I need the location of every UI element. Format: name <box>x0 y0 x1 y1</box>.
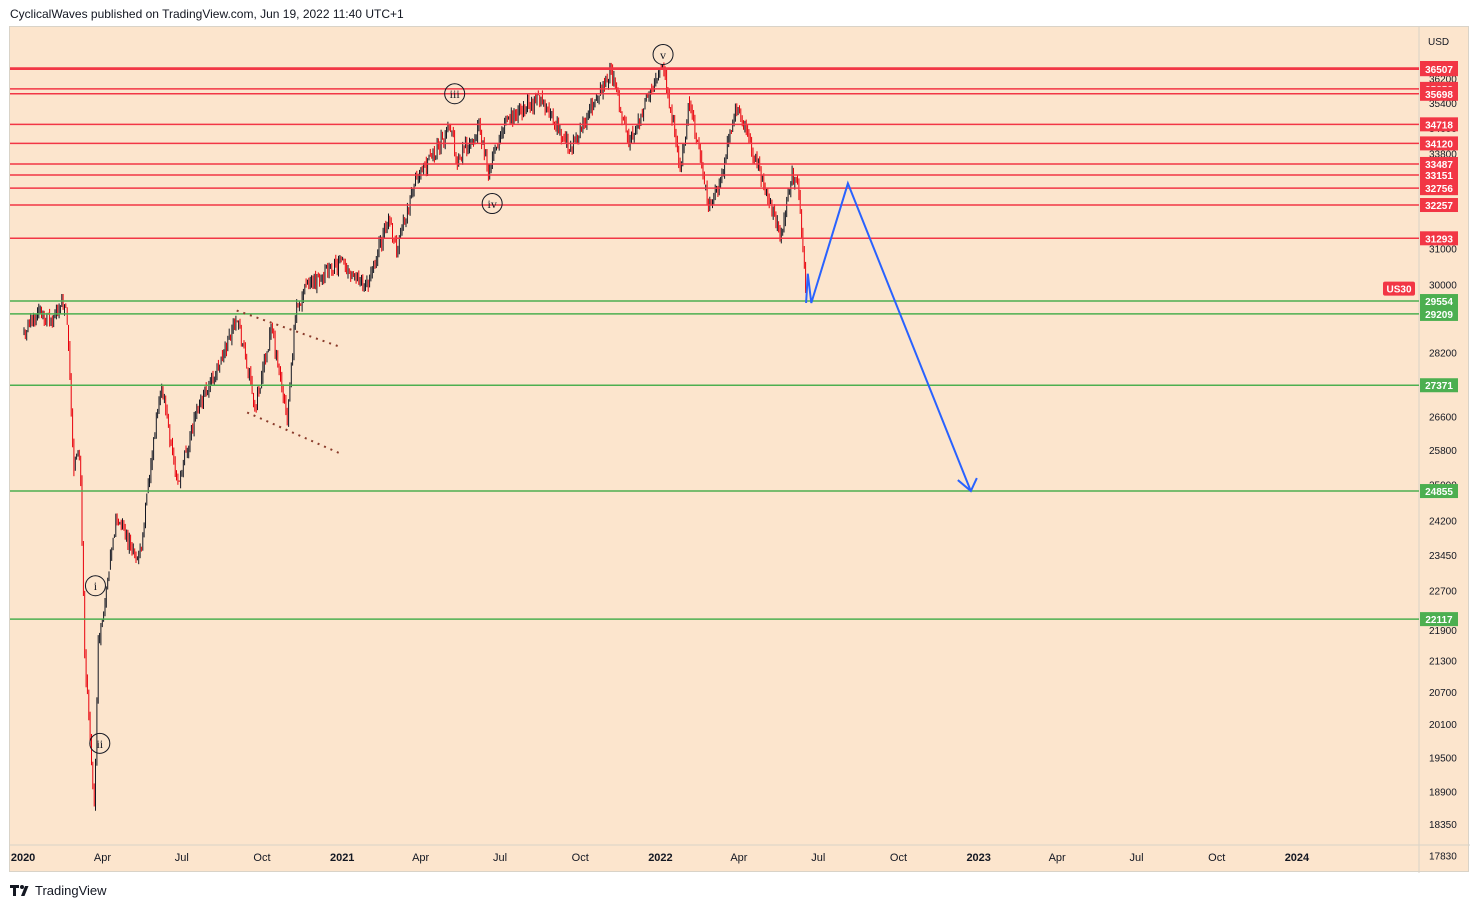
y-tick-label: 21300 <box>1429 656 1457 667</box>
price-level-label: 32257 <box>1425 201 1453 212</box>
x-tick-label: Apr <box>94 852 111 864</box>
x-tick-label: Apr <box>1049 852 1066 864</box>
x-tick-label: Apr <box>730 852 747 864</box>
price-level-box <box>1420 306 1458 321</box>
x-tick-label: 2020 <box>11 852 35 864</box>
y-tick-label: 23450 <box>1429 551 1457 562</box>
price-level-label: 29209 <box>1425 310 1453 321</box>
x-tick-label: Jul <box>1129 852 1143 864</box>
x-tick-label: 2023 <box>966 852 990 864</box>
price-level-label: 29554 <box>1425 297 1453 308</box>
x-tick-label: Jul <box>175 852 189 864</box>
price-level-box <box>1420 62 1458 77</box>
price-level-label: 33151 <box>1425 171 1453 182</box>
y-tick-label: 26600 <box>1429 413 1457 424</box>
price-level-label: 35698 <box>1425 90 1453 101</box>
x-tick-label: 2022 <box>648 852 672 864</box>
price-level-box <box>1420 156 1458 171</box>
price-level-box <box>1420 484 1458 499</box>
price-level-label: 33487 <box>1425 160 1453 171</box>
currency-label: USD <box>1428 37 1449 48</box>
price-level-label: 27371 <box>1425 381 1453 392</box>
wave-label-circle <box>652 43 674 65</box>
projection-arrowhead <box>957 477 978 493</box>
price-level-box <box>1420 294 1458 309</box>
wave-label-circle <box>481 193 503 215</box>
projection-path <box>805 180 972 492</box>
price-level-box <box>1420 198 1458 213</box>
wave-label: iii <box>450 87 461 101</box>
price-level-box <box>1420 168 1458 183</box>
y-tick-label: 28200 <box>1429 349 1457 360</box>
y-tick-label: 24200 <box>1429 516 1457 527</box>
price-level-label: 34718 <box>1425 120 1453 131</box>
x-tick-label: 2021 <box>330 852 354 864</box>
price-level-label: 24855 <box>1425 487 1453 498</box>
levels-group <box>10 67 1419 620</box>
price-level-label: 34120 <box>1425 139 1453 150</box>
wave-label: ii <box>96 737 103 751</box>
price-level-box <box>1420 86 1458 101</box>
y-tick-label: 18900 <box>1429 788 1457 799</box>
x-tick-label: Jul <box>493 852 507 864</box>
price-level-label: 36507 <box>1425 65 1453 76</box>
footer: TradingView <box>10 880 107 900</box>
price-level-box <box>1420 136 1458 151</box>
price-level-box <box>1420 181 1458 196</box>
x-tick-label: Oct <box>253 852 270 864</box>
chart-area[interactable]: iiiiiiivvUSD3620035400346003380031000300… <box>9 26 1470 873</box>
symbol-badge <box>1383 281 1415 296</box>
y-tick-label: 35400 <box>1429 99 1457 110</box>
y-tick-label: 36200 <box>1429 74 1457 85</box>
price-level-label: 32756 <box>1425 184 1453 195</box>
y-tick-label: 33800 <box>1429 150 1457 161</box>
wave-label-circle <box>89 732 111 754</box>
y-tick-label: 19500 <box>1429 753 1457 764</box>
wave-label: iv <box>487 197 496 211</box>
wave-label: v <box>660 48 666 62</box>
price-level-box <box>1420 378 1458 393</box>
wave-label: i <box>94 579 98 593</box>
price-level-box <box>1420 117 1458 132</box>
x-tick-label: Oct <box>1208 852 1225 864</box>
y-tick-label: 31000 <box>1429 245 1457 256</box>
price-chart[interactable]: iiiiiiivvUSD3620035400346003380031000300… <box>10 27 1470 873</box>
symbol-badge-label: US30 <box>1386 285 1411 296</box>
brand-name[interactable]: TradingView <box>35 882 107 898</box>
price-level-label: 22117 <box>1425 615 1453 626</box>
trendline-lower <box>246 411 343 456</box>
price-level-box <box>1420 231 1458 246</box>
x-tick-label: Oct <box>572 852 589 864</box>
y-tick-label: 25800 <box>1429 446 1457 457</box>
y-tick-label: 20100 <box>1429 720 1457 731</box>
tradingview-logo-icon[interactable] <box>10 883 30 897</box>
x-tick-label: Oct <box>890 852 907 864</box>
y-tick-label: 22700 <box>1429 587 1457 598</box>
y-tick-label: 30000 <box>1429 281 1457 292</box>
y-tick-label: 20700 <box>1429 688 1457 699</box>
wave-label-circle <box>84 575 106 597</box>
wave-label-circle <box>444 83 466 105</box>
price-level-box <box>1420 612 1458 627</box>
x-tick-label: Jul <box>811 852 825 864</box>
price-level-label: 31293 <box>1425 234 1453 245</box>
publisher-header: CyclicalWaves published on TradingView.c… <box>10 7 404 21</box>
trendline-upper <box>236 309 340 348</box>
x-tick-label: 2024 <box>1285 852 1310 864</box>
y-tick-label: 18350 <box>1429 820 1457 831</box>
x-tick-label: Apr <box>412 852 429 864</box>
y-tick-label: 21900 <box>1429 626 1457 637</box>
y-tick-label: 17830 <box>1429 852 1457 863</box>
